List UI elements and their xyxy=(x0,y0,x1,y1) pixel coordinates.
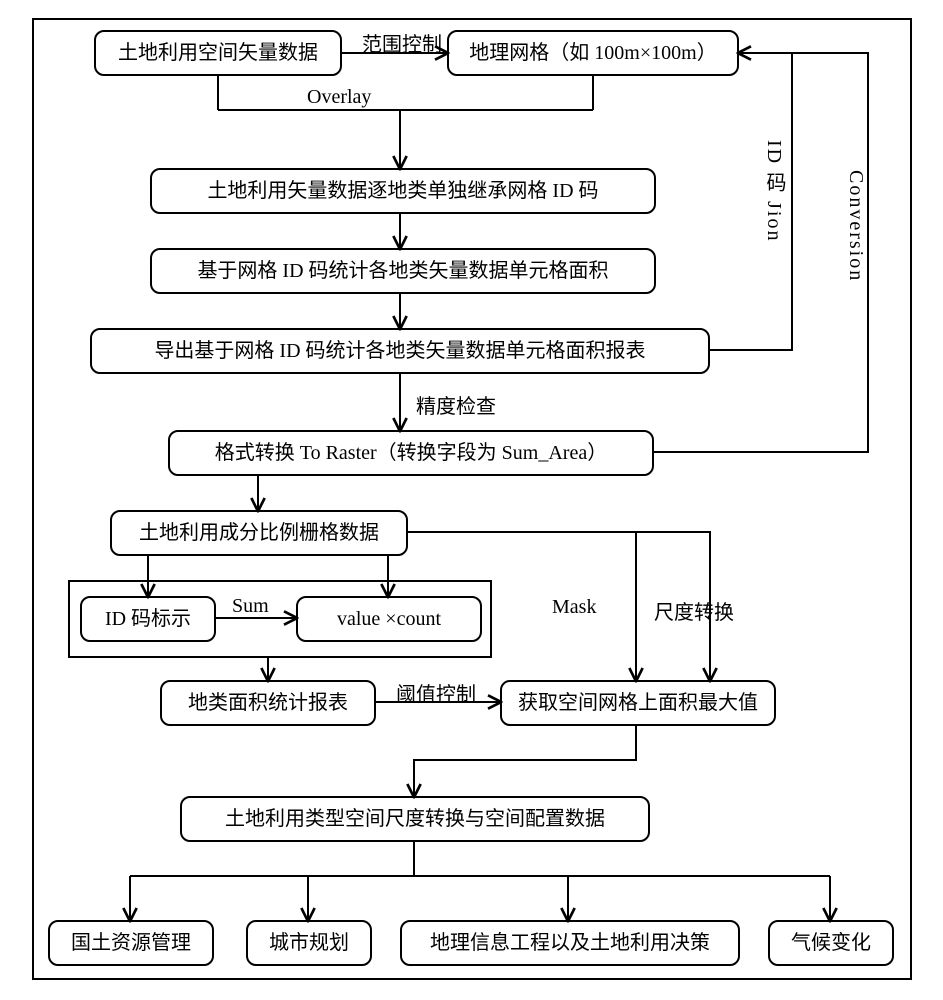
edge-label-mask: Mask xyxy=(552,596,596,619)
node-label: 土地利用类型空间尺度转换与空间配置数据 xyxy=(225,807,605,831)
edge-label-sum: Sum xyxy=(232,595,269,618)
edge-label-threshold: 阈值控制 xyxy=(396,678,476,707)
node-raster-ratio: 土地利用成分比例栅格数据 xyxy=(110,510,408,556)
edge-label-range-control: 范围控制 xyxy=(362,28,442,57)
node-label: 土地利用空间矢量数据 xyxy=(118,41,318,65)
node-max-area: 获取空间网格上面积最大值 xyxy=(500,680,776,726)
node-area-report: 地类面积统计报表 xyxy=(160,680,376,726)
node-label: 土地利用矢量数据逐地类单独继承网格 ID 码 xyxy=(207,179,598,203)
node-geo-grid: 地理网格（如 100m×100m） xyxy=(447,30,739,76)
node-land-use-vector: 土地利用空间矢量数据 xyxy=(94,30,342,76)
node-label: 地理网格（如 100m×100m） xyxy=(469,41,716,65)
node-stat-cell-area: 基于网格 ID 码统计各地类矢量数据单元格面积 xyxy=(150,248,656,294)
node-to-raster: 格式转换 To Raster（转换字段为 Sum_Area） xyxy=(168,430,654,476)
node-label: 格式转换 To Raster（转换字段为 Sum_Area） xyxy=(215,441,607,465)
node-scale-config: 土地利用类型空间尺度转换与空间配置数据 xyxy=(180,796,650,842)
node-label: 土地利用成分比例栅格数据 xyxy=(139,521,379,545)
node-label: 地理信息工程以及土地利用决策 xyxy=(430,931,710,955)
node-label: 国土资源管理 xyxy=(71,931,191,955)
node-label: ID 码标示 xyxy=(105,607,191,631)
node-climate-change: 气候变化 xyxy=(768,920,894,966)
node-label: 气候变化 xyxy=(791,931,871,955)
node-gis-decision: 地理信息工程以及土地利用决策 xyxy=(400,920,740,966)
node-city-plan: 城市规划 xyxy=(246,920,372,966)
node-label: 导出基于网格 ID 码统计各地类矢量数据单元格面积报表 xyxy=(154,339,645,363)
node-land-resource-mgmt: 国土资源管理 xyxy=(48,920,214,966)
edge-label-scale-conv: 尺度转换 xyxy=(654,596,734,625)
node-export-report: 导出基于网格 ID 码统计各地类矢量数据单元格面积报表 xyxy=(90,328,710,374)
edge-label-precision-check: 精度检查 xyxy=(416,390,496,419)
node-label: 获取空间网格上面积最大值 xyxy=(518,691,758,715)
edge-label-conversion: Conversion xyxy=(844,170,867,282)
node-inherit-grid-id: 土地利用矢量数据逐地类单独继承网格 ID 码 xyxy=(150,168,656,214)
node-label: 地类面积统计报表 xyxy=(188,691,348,715)
node-label: 城市规划 xyxy=(269,931,349,955)
edge-label-id-jion: ID 码 Jion xyxy=(760,140,789,242)
node-id-flag: ID 码标示 xyxy=(80,596,216,642)
node-label: value ×count xyxy=(337,607,441,631)
node-label: 基于网格 ID 码统计各地类矢量数据单元格面积 xyxy=(197,259,608,283)
node-value-count: value ×count xyxy=(296,596,482,642)
edge-label-overlay: Overlay xyxy=(307,86,371,109)
